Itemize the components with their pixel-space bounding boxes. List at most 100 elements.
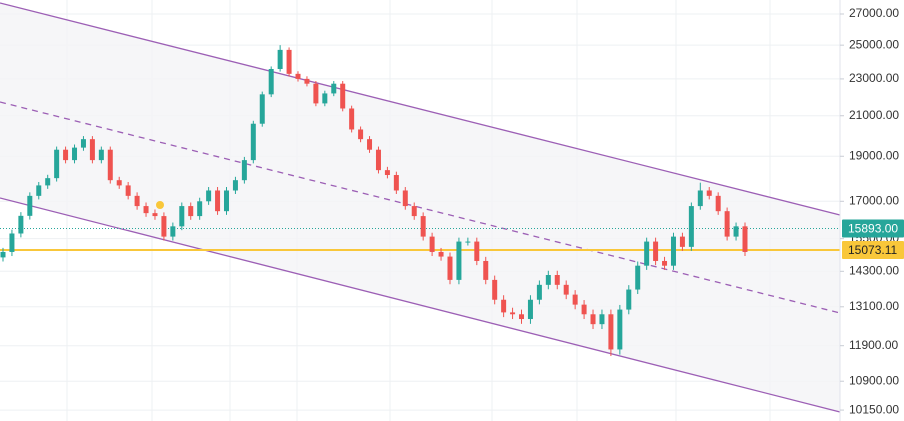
candle-body <box>447 256 453 280</box>
candle-body <box>688 206 694 247</box>
candle-body <box>420 216 426 237</box>
candle-body <box>438 251 444 257</box>
candle-body <box>375 149 381 171</box>
candle-body <box>9 233 15 252</box>
y-tick-label: 10150.00 <box>849 402 899 416</box>
candle-body <box>304 78 310 84</box>
candle-body <box>107 149 113 181</box>
candle-body <box>644 241 650 266</box>
candle-body <box>340 83 346 109</box>
candle-body <box>402 190 408 207</box>
candle-body <box>384 170 390 176</box>
candle-body <box>679 236 685 247</box>
candle-body <box>483 260 489 280</box>
price-badge <box>842 240 904 259</box>
candle-body <box>617 309 623 350</box>
candle-body <box>152 213 158 217</box>
candle-body <box>724 211 730 237</box>
candle-body <box>393 175 399 191</box>
candle-body <box>223 190 229 212</box>
candle-body <box>662 260 668 266</box>
candle-body <box>36 185 42 196</box>
candle-body <box>179 206 185 227</box>
candle-body <box>89 139 95 161</box>
y-tick-label: 11900.00 <box>849 338 898 352</box>
candle-body <box>501 299 507 313</box>
candle-body <box>232 180 238 191</box>
candle-body <box>715 195 721 212</box>
y-tick-label: 23000.00 <box>849 71 899 85</box>
candle-body <box>697 190 703 207</box>
y-tick-label: 14300.00 <box>849 263 899 277</box>
candle-body <box>45 178 51 186</box>
candle-body <box>536 284 542 300</box>
candle-body <box>492 279 498 300</box>
candle-body <box>653 241 659 261</box>
candle-body <box>581 304 587 315</box>
candle-body <box>134 195 140 207</box>
candle-body <box>670 236 676 266</box>
candle-body <box>268 69 274 95</box>
candle-body <box>706 190 712 196</box>
price-badge <box>842 219 904 238</box>
candle-body <box>63 149 69 161</box>
candle-body <box>215 190 221 212</box>
candle-body <box>331 83 337 94</box>
candle-body <box>0 251 6 258</box>
candle-body <box>259 94 265 124</box>
candle-body <box>277 49 283 70</box>
candle-body <box>143 206 149 214</box>
candle-body <box>313 83 319 104</box>
candle-body <box>250 123 256 161</box>
y-tick-label: 13100.00 <box>849 299 899 313</box>
candle-body <box>527 299 533 320</box>
candle-body <box>519 314 525 320</box>
candle-body <box>411 206 417 217</box>
channel-lower <box>0 197 841 413</box>
candle-body <box>465 241 471 243</box>
y-tick-label: 19000.00 <box>849 148 899 162</box>
candle-body <box>733 226 739 237</box>
y-tick-label: 21000.00 <box>849 108 899 122</box>
channel-mid <box>0 101 841 314</box>
candle-body <box>429 236 435 252</box>
candle-body <box>18 215 24 234</box>
candle-body <box>80 139 86 148</box>
candle-body <box>358 129 364 140</box>
candle-body <box>599 314 605 325</box>
price-badge-label: 15893.00 <box>848 222 898 236</box>
y-tick-label: 10900.00 <box>849 373 899 387</box>
candle-body <box>590 314 596 325</box>
candle-body <box>510 312 516 315</box>
y-tick-label: 27000.00 <box>849 6 899 20</box>
candle-body <box>742 226 748 252</box>
channel-upper <box>0 2 841 216</box>
candle-body <box>161 216 167 237</box>
candle-body <box>197 201 203 217</box>
candle-body <box>27 195 33 216</box>
candle-body <box>635 265 641 290</box>
candle-body <box>125 185 131 196</box>
candle-body <box>608 314 614 350</box>
candle-body <box>456 241 462 280</box>
candle-body <box>349 108 355 130</box>
candle-body <box>563 284 569 295</box>
candle-body <box>206 190 212 202</box>
candle-body <box>554 275 560 285</box>
y-tick-label: 25000.00 <box>849 37 899 51</box>
candle-body <box>295 73 301 79</box>
price-badge-label: 15073.11 <box>848 243 897 257</box>
candle-body <box>188 206 194 217</box>
y-tick-label: 17000.00 <box>849 193 899 207</box>
candle-body <box>626 289 632 310</box>
candle-body <box>170 226 176 237</box>
candle-body <box>545 275 551 285</box>
candle-body <box>98 149 104 161</box>
candle-body <box>474 241 480 261</box>
candle-body <box>286 49 292 74</box>
candle-body <box>72 147 78 161</box>
candle-body <box>322 93 328 104</box>
candle-body <box>367 139 373 150</box>
candle-body <box>54 149 60 179</box>
